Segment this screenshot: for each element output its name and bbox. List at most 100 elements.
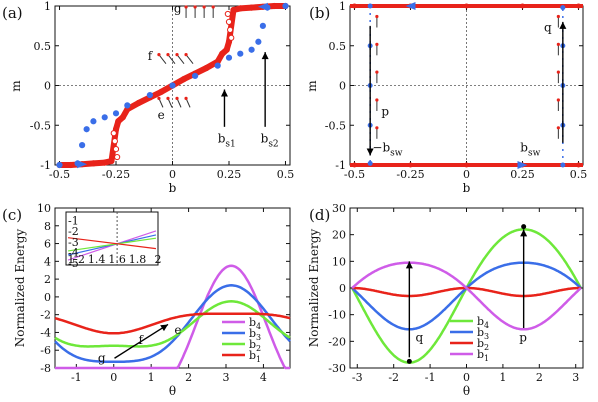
x-tick-label: -2 xyxy=(388,371,399,384)
data-point xyxy=(101,159,108,166)
data-point xyxy=(119,114,126,121)
legend-label-main: b xyxy=(477,315,484,328)
label-q: q xyxy=(416,330,424,344)
spin-glyph-head xyxy=(375,70,379,74)
y-axis-label: m xyxy=(9,80,23,92)
spin-glyph-head xyxy=(166,96,170,100)
arrow-g-to-e-head xyxy=(160,324,169,332)
data-point xyxy=(248,4,255,11)
data-point xyxy=(56,161,63,169)
direction-marker xyxy=(77,160,88,169)
data-point xyxy=(146,91,154,99)
data-point xyxy=(576,3,582,9)
x-axis-label: θ xyxy=(463,384,470,398)
label-bs1-sub: s1 xyxy=(225,140,235,150)
inset-y-tick-label: -3 xyxy=(68,236,79,249)
data-point xyxy=(464,3,469,9)
panel-label: (c) xyxy=(2,206,22,224)
series-b1-line xyxy=(54,312,291,335)
y-tick-label: 0 xyxy=(44,291,51,304)
direction-marker xyxy=(257,2,268,11)
data-point xyxy=(282,2,289,10)
legend-label-main: b xyxy=(477,348,484,361)
y-tick-label: 10 xyxy=(332,255,346,268)
data-point xyxy=(158,88,165,95)
label-g: g xyxy=(98,351,106,365)
data-point xyxy=(237,5,244,12)
label-f: f xyxy=(148,49,154,63)
y-tick-label: -10 xyxy=(328,309,346,322)
data-point xyxy=(259,22,266,29)
series-b4-line xyxy=(55,264,290,370)
data-point xyxy=(223,46,230,53)
spin-glyph-head xyxy=(556,42,560,46)
data-point xyxy=(169,82,176,89)
spin-glyph xyxy=(167,98,173,108)
y-tick-label: -30 xyxy=(328,362,346,375)
label-bsw-neg-sub: sw xyxy=(390,148,403,158)
legend-label-sub: 4 xyxy=(484,321,489,330)
spin-glyph-head xyxy=(375,98,379,102)
y-tick-label: 1 xyxy=(44,0,51,13)
legend-label-sub: 4 xyxy=(256,322,261,331)
legend-label-main: b xyxy=(477,326,484,339)
spin-glyph-head xyxy=(556,126,560,130)
y-axis-label: m xyxy=(305,80,319,92)
spin-glyph xyxy=(158,54,167,64)
data-point xyxy=(248,46,255,53)
y-tick-label: 4 xyxy=(44,255,51,268)
legend-label-b2: b2 xyxy=(477,337,489,352)
legend-label-sub: 2 xyxy=(484,343,489,352)
legend-label-b2: b2 xyxy=(249,338,261,353)
data-point xyxy=(367,3,373,9)
spin-glyph-head xyxy=(375,126,379,130)
y-tick-label: -4 xyxy=(40,326,51,339)
panel-label: (d) xyxy=(309,206,330,224)
legend-label-b4: b4 xyxy=(249,316,261,331)
arrow-bsw-pos-head xyxy=(559,21,567,29)
arrow-g-to-e xyxy=(114,323,169,359)
data-point xyxy=(191,72,199,80)
x-tick-label: 0.5 xyxy=(570,168,588,181)
legend-label-b1: b1 xyxy=(249,349,261,364)
arrow-bs1-head xyxy=(220,89,228,97)
data-point xyxy=(406,358,412,364)
y-tick-label: 10 xyxy=(37,202,51,215)
data-point xyxy=(114,153,121,161)
label-bs2-sub: s2 xyxy=(268,140,278,150)
y-tick-label: -20 xyxy=(328,335,346,348)
spin-glyph xyxy=(185,98,191,108)
x-tick-label: 0.5 xyxy=(277,168,295,181)
data-point xyxy=(180,76,187,83)
series-b1-line xyxy=(351,261,582,331)
data-point xyxy=(227,26,234,33)
spin-glyph-head xyxy=(556,14,560,19)
y-tick-label: 6 xyxy=(44,238,51,251)
inset-x-tick-label: 2 xyxy=(155,253,162,266)
label-p: p xyxy=(519,330,527,344)
inset-x-tick-label: 1.6 xyxy=(108,253,126,266)
legend-label-sub: 1 xyxy=(484,354,489,363)
spin-glyph-head xyxy=(556,98,560,102)
data-point xyxy=(351,3,357,9)
y-tick-label: -2 xyxy=(40,309,51,322)
y-tick-label: 30 xyxy=(332,202,346,215)
data-point xyxy=(219,50,226,57)
data-point xyxy=(90,160,97,167)
label-bs2-main: b xyxy=(261,132,269,146)
x-tick-label: 2 xyxy=(536,371,543,384)
spin-glyph-head xyxy=(184,5,188,9)
y-tick-label: 0 xyxy=(339,80,346,93)
spin-glyph-head xyxy=(184,53,188,57)
x-tick-label: -1 xyxy=(71,371,82,384)
x-tick-label: 0 xyxy=(463,371,470,384)
y-tick-label: 0.5 xyxy=(329,40,347,53)
y-tick-label: 20 xyxy=(332,229,346,242)
panel-b: -0.5 -0.25 0 0.25 0.5-1-0.500.51b(b)mpq−bsw b… xyxy=(305,0,587,195)
spin-glyph-head xyxy=(175,96,179,100)
y-tick-label: 0 xyxy=(44,80,51,93)
data-point xyxy=(111,138,118,145)
series-b2-line xyxy=(54,300,291,348)
